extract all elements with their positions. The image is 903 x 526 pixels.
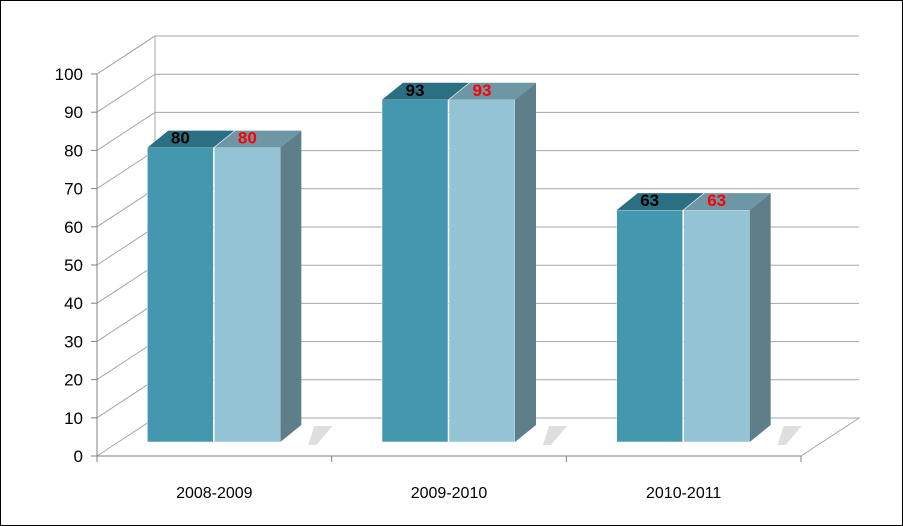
bar-top	[382, 82, 469, 100]
y-tick-label: 60	[64, 218, 83, 237]
y-tick-label: 80	[64, 141, 83, 160]
y-tick-label: 20	[64, 371, 83, 390]
data-label: 80	[171, 129, 190, 148]
bar-shadow	[608, 426, 802, 445]
bar-top	[449, 82, 536, 100]
y-tick-label: 30	[64, 332, 83, 351]
y-tick-label: 70	[64, 180, 83, 199]
wall-top-edge	[96, 35, 859, 75]
bar-front	[381, 99, 449, 443]
bar-top	[616, 193, 704, 211]
bar-front	[147, 147, 214, 443]
bar-shadow	[374, 426, 567, 445]
bar-side	[749, 193, 771, 442]
data-label: 93	[406, 81, 425, 100]
bar-top	[147, 130, 235, 148]
y-tick-label: 40	[64, 294, 83, 313]
x-tick-label: 2010-2011	[646, 485, 721, 502]
y-tick-labels: 0 10 20 30 40 50 60 70 80 90 100	[55, 65, 83, 466]
data-label: 80	[238, 129, 257, 148]
data-labels: 80 80 93 93 63 63	[171, 81, 726, 210]
bar-top	[214, 130, 302, 148]
bar-front	[683, 209, 750, 443]
y-tick-label: 10	[64, 409, 83, 428]
axes	[91, 73, 802, 462]
bar-front	[448, 99, 516, 443]
data-label: 63	[640, 191, 659, 210]
bar-front	[214, 147, 281, 443]
bar-top	[683, 193, 771, 211]
bar-shadows	[139, 426, 802, 445]
bar-side	[280, 130, 302, 442]
data-label: 63	[707, 191, 726, 210]
gridline	[96, 35, 859, 75]
bars	[147, 82, 771, 443]
bar-shadow	[139, 426, 333, 445]
gridline	[96, 111, 859, 151]
x-tick-labels: 2008-2009 2009-2010 2010-2011	[176, 485, 721, 502]
data-label: 93	[473, 81, 492, 100]
bar-side	[515, 82, 536, 442]
y-tick-label: 0	[74, 447, 83, 466]
x-tick-label: 2009-2010	[411, 485, 488, 502]
y-tick-label: 90	[64, 103, 83, 122]
y-tick-label: 50	[64, 256, 83, 275]
y-tick-label: 100	[55, 65, 83, 84]
gridline	[96, 73, 859, 113]
x-tick-label: 2008-2009	[176, 485, 253, 502]
bar-front	[616, 209, 683, 443]
